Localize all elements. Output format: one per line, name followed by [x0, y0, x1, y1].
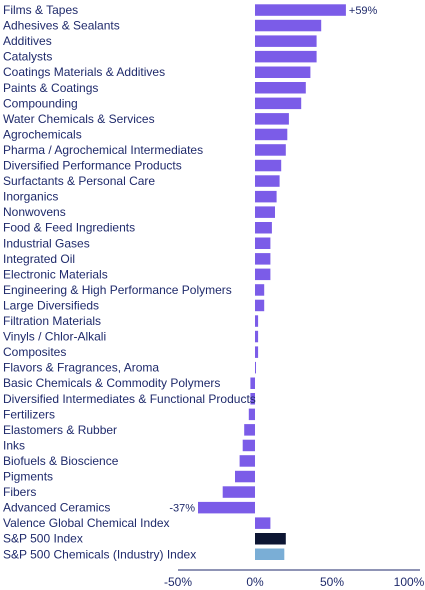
bar-0 — [255, 4, 346, 16]
bar-6 — [255, 97, 302, 110]
bar-15 — [255, 237, 271, 249]
category-label-30: Pigments — [3, 470, 53, 484]
bar-1 — [255, 19, 322, 32]
bar-16 — [255, 253, 271, 265]
data-labels: +59% -37% — [169, 5, 377, 515]
category-label-8: Agrochemicals — [3, 127, 82, 141]
category-label-10: Diversified Performance Products — [3, 159, 182, 173]
bar-11 — [255, 175, 280, 187]
category-label-0: Films & Tapes — [3, 3, 78, 17]
bar-30 — [235, 470, 255, 483]
category-label-5: Paints & Coatings — [3, 81, 98, 95]
bar-34 — [255, 533, 286, 545]
data-label-1: -37% — [169, 503, 195, 515]
category-label-7: Water Chemicals & Services — [3, 112, 155, 126]
bar-25 — [250, 393, 255, 405]
x-tick-label-3: 100% — [394, 575, 425, 589]
category-label-14: Food & Feed Ingredients — [3, 221, 135, 235]
category-label-31: Fibers — [3, 485, 36, 499]
category-label-28: Inks — [3, 438, 25, 452]
bar-5 — [255, 82, 306, 94]
category-label-25: Diversified Intermediates & Functional P… — [3, 392, 256, 406]
bar-20 — [255, 315, 259, 327]
bar-12 — [255, 190, 277, 203]
category-label-15: Industrial Gases — [3, 236, 90, 250]
category-label-22: Composites — [3, 345, 66, 359]
category-label-23: Flavors & Fragrances, Aroma — [3, 361, 159, 375]
bar-2 — [255, 35, 317, 47]
x-tick-label-1: 0% — [246, 575, 264, 589]
bar-28 — [242, 439, 255, 452]
category-label-9: Pharma / Agrochemical Intermediates — [3, 143, 203, 157]
bar-9 — [255, 144, 286, 156]
x-tick-label-2: 50% — [320, 575, 344, 589]
category-label-27: Elastomers & Rubber — [3, 423, 117, 437]
bar-3 — [255, 50, 317, 63]
category-label-32: Advanced Ceramics — [3, 501, 110, 515]
x-axis-ticks: -50% 0% 50% 100% — [164, 569, 425, 589]
bar-32 — [198, 501, 255, 514]
bar-23 — [255, 361, 256, 374]
category-label-19: Large Diversifieds — [3, 298, 99, 312]
category-label-3: Catalysts — [3, 50, 52, 64]
bar-27 — [244, 424, 255, 436]
category-label-26: Fertilizers — [3, 407, 55, 421]
data-label-0: +59% — [349, 5, 378, 17]
x-tick-label-0: -50% — [164, 575, 192, 589]
category-label-24: Basic Chemicals & Commodity Polymers — [3, 376, 220, 390]
category-label-6: Compounding — [3, 96, 78, 110]
category-label-33: Valence Global Chemical Index — [3, 516, 170, 530]
bar-8 — [255, 128, 288, 141]
bar-14 — [255, 222, 272, 234]
bar-24 — [250, 377, 255, 389]
bar-35 — [255, 548, 285, 560]
category-label-20: Filtration Materials — [3, 314, 101, 328]
bar-18 — [255, 284, 265, 296]
bar-26 — [248, 408, 255, 421]
bar-33 — [255, 517, 271, 529]
bar-31 — [222, 486, 255, 498]
category-label-17: Electronic Materials — [3, 267, 108, 281]
category-label-16: Integrated Oil — [3, 252, 75, 266]
category-label-34: S&P 500 Index — [3, 532, 83, 546]
category-label-11: Surfactants & Personal Care — [3, 174, 155, 188]
category-label-1: Adhesives & Sealants — [3, 19, 120, 33]
bar-10 — [255, 159, 282, 172]
category-label-4: Coatings Materials & Additives — [3, 65, 165, 79]
category-label-12: Inorganics — [3, 190, 58, 204]
category-label-29: Biofuels & Bioscience — [3, 454, 119, 468]
bar-17 — [255, 268, 271, 281]
category-label-35: S&P 500 Chemicals (Industry) Index — [3, 547, 196, 561]
bar-19 — [255, 299, 265, 312]
category-label-2: Additives — [3, 34, 52, 48]
bar-7 — [255, 113, 289, 125]
bar-13 — [255, 206, 275, 218]
bar-21 — [255, 330, 259, 343]
bars-group — [198, 4, 346, 560]
bar-29 — [239, 455, 255, 467]
category-labels: Films & Tapes Adhesives & SealantsAdditiv… — [3, 3, 256, 561]
category-label-21: Vinyls / Chlor-Alkali — [3, 330, 106, 344]
bar-22 — [255, 346, 259, 358]
category-label-13: Nonwovens — [3, 205, 66, 219]
bar-4 — [255, 66, 311, 78]
category-label-18: Engineering & High Performance Polymers — [3, 283, 232, 297]
